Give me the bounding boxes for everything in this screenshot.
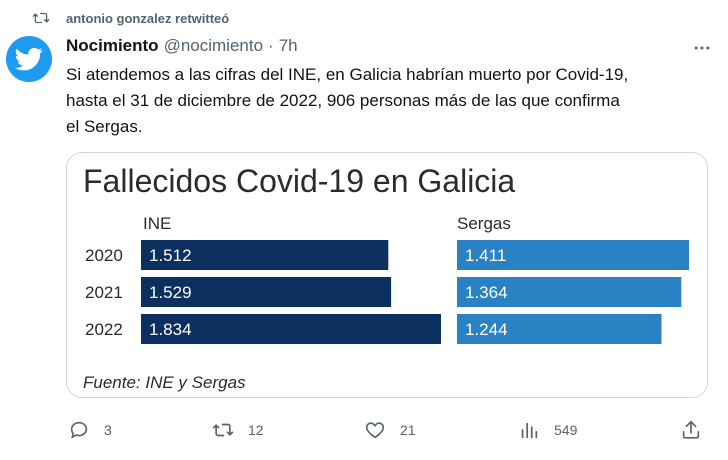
twitter-bird-icon <box>15 47 43 71</box>
reply-icon <box>70 421 88 439</box>
tweet-text-line: Si atendemos a las cifras del INE, en Ga… <box>66 65 629 84</box>
retweet-button[interactable]: 12 <box>212 418 264 442</box>
views-count: 549 <box>554 422 578 438</box>
like-button[interactable]: 21 <box>364 418 416 442</box>
retweet-icon <box>212 423 234 437</box>
bar-sergas-2021 <box>457 277 682 307</box>
tweet-media-image[interactable]: Fallecidos Covid-19 en Galicia INE Serga… <box>66 152 708 398</box>
tweet-time[interactable]: 7h <box>278 36 298 55</box>
bar-ine-2021 <box>141 277 392 307</box>
bar-value-label: 1.512 <box>149 246 192 265</box>
bar-ine-2022 <box>141 314 441 344</box>
category-label: 2020 <box>85 246 123 265</box>
retweet-by-text[interactable]: antonio gonzalez retwitteó <box>66 10 230 26</box>
views-button[interactable]: 549 <box>518 418 577 442</box>
bar-sergas-2022 <box>457 314 662 344</box>
bar-sergas-2020 <box>457 240 689 270</box>
bar-value-label: 1.834 <box>149 320 192 339</box>
reply-button[interactable]: 3 <box>68 418 112 442</box>
author-handle[interactable]: @nocimiento <box>163 36 264 55</box>
bar-value-label: 1.244 <box>465 320 508 339</box>
bar-value-label: 1.529 <box>149 283 192 302</box>
category-label: 2021 <box>85 283 123 302</box>
tweet-actions: 3 12 21 549 <box>66 418 706 442</box>
category-label: 2022 <box>85 320 123 339</box>
more-dots-icon <box>694 46 710 50</box>
share-button[interactable] <box>680 418 702 442</box>
heart-icon <box>365 422 385 439</box>
author-name[interactable]: Nocimiento <box>66 36 159 55</box>
views-icon <box>521 422 538 439</box>
retweet-indicator: antonio gonzalez retwitteó <box>32 8 229 28</box>
retweet-count: 12 <box>248 422 264 438</box>
tweet-text: Si atendemos a las cifras del INE, en Ga… <box>66 62 716 140</box>
legend-ine: INE <box>143 214 171 233</box>
chart-source: Fuente: INE y Sergas <box>83 373 246 392</box>
bar-value-label: 1.364 <box>465 283 508 302</box>
bar-value-label: 1.411 <box>465 246 506 265</box>
more-options-button[interactable] <box>690 36 714 60</box>
share-icon <box>682 420 700 439</box>
separator-dot: · <box>268 36 274 55</box>
bar-ine-2020 <box>141 240 389 270</box>
tweet-header: Nocimiento @nocimiento · 7h <box>66 35 712 57</box>
chart-title: Fallecidos Covid-19 en Galicia <box>83 163 515 199</box>
avatar[interactable] <box>6 36 52 82</box>
retweet-icon <box>32 12 50 24</box>
like-count: 21 <box>400 422 416 438</box>
tweet-text-line: hasta el 31 de diciembre de 2022, 906 pe… <box>66 91 620 110</box>
legend-sergas: Sergas <box>457 214 511 233</box>
tweet-text-line: el Sergas. <box>66 117 143 136</box>
chart: Fallecidos Covid-19 en Galicia INE Serga… <box>83 163 689 392</box>
reply-count: 3 <box>104 422 112 438</box>
